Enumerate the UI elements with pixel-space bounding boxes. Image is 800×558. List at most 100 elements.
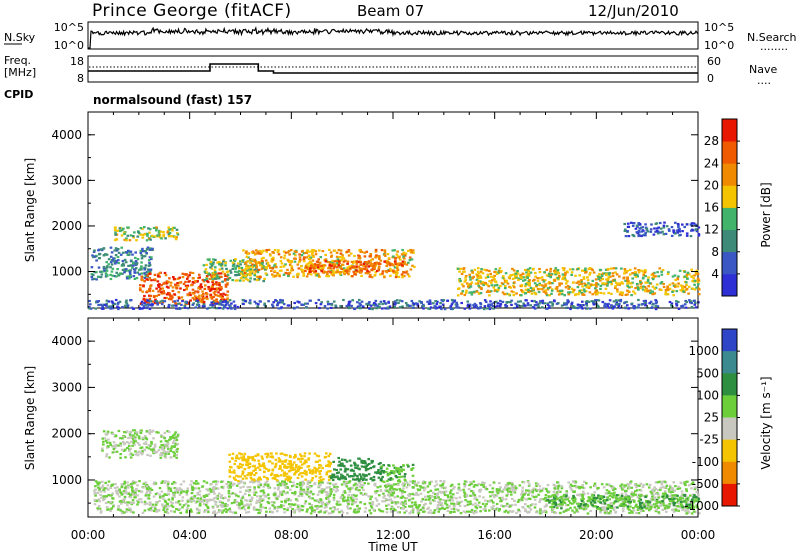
power-mark — [192, 277, 195, 279]
velocity-mark — [537, 494, 540, 496]
velocity-mark — [477, 504, 480, 506]
velocity-mark — [274, 487, 277, 489]
power-mark — [374, 256, 377, 258]
power-mark — [233, 301, 236, 303]
power-mark — [143, 295, 146, 297]
power-mark — [259, 300, 262, 302]
power-mark — [320, 256, 323, 258]
power-mark — [95, 278, 98, 280]
power-mark — [140, 261, 143, 263]
velocity-mark — [630, 493, 633, 495]
velocity-mark — [378, 503, 381, 505]
power-mark — [644, 275, 647, 277]
velocity-mark — [544, 506, 547, 508]
velocity-mark — [155, 511, 158, 513]
power-mark — [662, 283, 665, 285]
velocity-mark — [276, 510, 279, 512]
freq-right-tick-top: 60 — [707, 55, 721, 68]
power-mark — [192, 304, 195, 306]
power-mark — [137, 236, 140, 238]
velocity-mark — [186, 487, 189, 489]
power-mark — [480, 303, 483, 305]
power-mark — [279, 299, 282, 301]
velocity-mark — [507, 511, 510, 513]
velocity-mark — [185, 511, 188, 513]
velocity-mark — [222, 509, 225, 511]
power-mark — [392, 255, 395, 257]
power-mark — [595, 278, 598, 280]
power-mark — [589, 291, 592, 293]
power-mark — [613, 300, 616, 302]
power-mark — [440, 308, 443, 310]
velocity-mark — [665, 511, 668, 513]
power-mark — [536, 284, 539, 286]
power-mark — [539, 300, 542, 302]
power-mark — [482, 281, 485, 283]
power-mark — [147, 300, 150, 302]
velocity-mark — [443, 508, 446, 510]
power-mark — [139, 289, 142, 291]
power-mark — [206, 278, 209, 280]
power-mark — [262, 250, 265, 252]
power-mark — [579, 290, 582, 292]
power-mark — [166, 231, 169, 233]
velocity-mark — [132, 511, 135, 513]
velocity-mark — [136, 503, 139, 505]
velocity-mark — [412, 480, 415, 482]
power-mark — [626, 282, 629, 284]
power-mark — [580, 283, 583, 285]
power-mark — [672, 282, 675, 284]
power-mark — [624, 301, 627, 303]
power-mark — [397, 302, 400, 304]
power-mark — [450, 308, 453, 310]
power-mark — [567, 291, 570, 293]
velocity-mark — [271, 501, 274, 503]
cpid-label: CPID — [4, 88, 33, 101]
power-mark — [216, 303, 219, 305]
power-mark — [652, 286, 655, 288]
power-mark — [122, 228, 125, 230]
velocity-mark — [309, 497, 312, 499]
velocity-mark — [311, 510, 314, 512]
power-mark — [543, 280, 546, 282]
power-mark — [627, 226, 630, 228]
power-mark — [577, 304, 580, 306]
power-colorbar-tick-label: 16 — [704, 201, 719, 215]
power-mark — [244, 272, 247, 274]
power-mark — [494, 284, 497, 286]
velocity-mark — [263, 492, 266, 494]
power-mark — [480, 268, 483, 270]
power-mark — [129, 299, 132, 301]
power-mark — [476, 306, 479, 308]
power-mark — [593, 271, 596, 273]
power-mark — [292, 276, 295, 278]
velocity-mark — [372, 509, 375, 511]
velocity-mark — [388, 504, 391, 506]
power-mark — [149, 273, 152, 275]
noise-right-tick-top: 10^5 — [704, 21, 734, 34]
power-mark — [600, 292, 603, 294]
power-mark — [197, 296, 200, 298]
velocity-mark — [640, 490, 643, 492]
power-colorbar-label: Power [dB] — [759, 182, 773, 247]
power-mark — [693, 274, 696, 276]
power-mark — [684, 276, 687, 278]
power-mark — [245, 278, 248, 280]
power-mark — [674, 222, 677, 224]
power-mark — [509, 301, 512, 303]
power-mark — [613, 267, 616, 269]
velocity-mark — [572, 480, 575, 482]
power-mark — [214, 278, 217, 280]
power-mark — [516, 305, 519, 307]
power-mark — [341, 264, 344, 266]
velocity-mark — [221, 494, 224, 496]
power-mark — [258, 269, 261, 271]
velocity-mark — [557, 487, 560, 489]
velocity-mark — [437, 488, 440, 490]
velocity-mark — [306, 486, 309, 488]
power-mark — [354, 307, 357, 309]
velocity-mark — [377, 486, 380, 488]
power-mark — [360, 275, 363, 277]
power-mark — [640, 283, 643, 285]
velocity-mark — [198, 512, 201, 514]
